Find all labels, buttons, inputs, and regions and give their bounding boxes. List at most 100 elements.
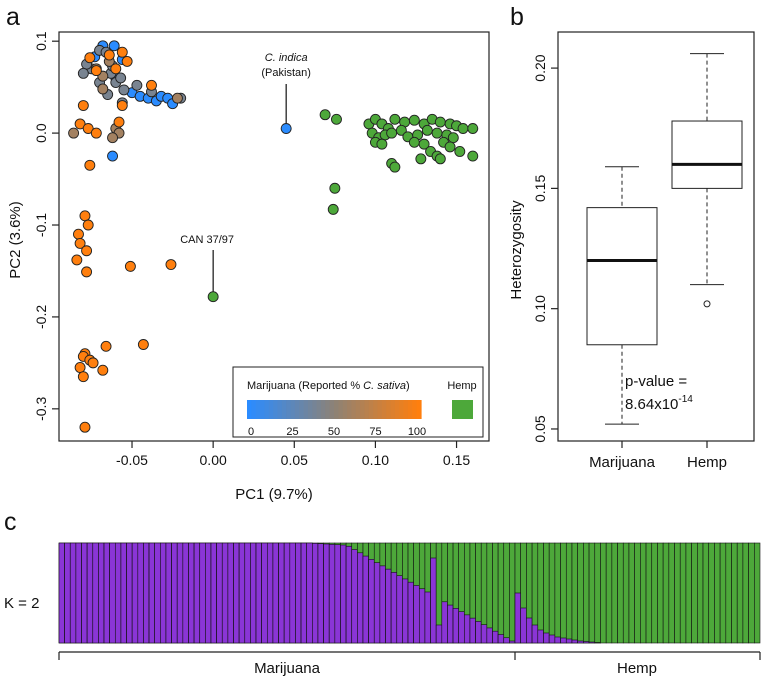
structure-bar-purple <box>458 611 465 644</box>
legend-hemp-swatch <box>452 400 473 419</box>
hemp-point <box>467 150 479 162</box>
hemp-point <box>447 132 459 144</box>
structure-bar-purple <box>514 592 521 644</box>
structure-bar-purple <box>137 542 144 644</box>
structure-bar-green <box>748 542 755 644</box>
structure-label-hemp: Hemp <box>617 660 657 677</box>
pca-x-tick-label: 0.15 <box>443 452 470 468</box>
structure-bar-purple <box>143 542 150 644</box>
structure-bar-green <box>617 542 624 644</box>
structure-bar-green <box>754 542 761 644</box>
hemp-point <box>408 114 420 126</box>
legend-gradient-step <box>399 400 405 419</box>
marijuana-point <box>84 52 96 64</box>
panel-letter-c: c <box>4 508 17 536</box>
hemp-point <box>319 109 331 121</box>
structure-bar-purple <box>537 629 544 644</box>
structure-bar-green <box>605 542 613 644</box>
structure-panel: K = 2 Marijuana Hemp <box>4 542 761 677</box>
pca-legend: Marijuana (Reported % C. sativa) Hemp 0 2… <box>232 366 484 438</box>
structure-bar-green <box>640 542 647 644</box>
legend-gradient-step <box>351 400 357 419</box>
hemp-point <box>431 127 443 139</box>
panel-letter-b: b <box>510 3 524 31</box>
structure-bar-purple <box>497 634 505 644</box>
structure-bar-purple <box>323 543 330 644</box>
legend-title: Marijuana (Reported % C. sativa) <box>247 380 410 392</box>
legend-gradient-step <box>347 400 352 419</box>
structure-bar-green <box>628 542 635 644</box>
pca-scatter-panel: -0.05 0.00 0.05 0.10 0.15 0.1 0.0 -0.1 -0.2 -0.3… <box>7 31 490 503</box>
marijuana-point <box>73 228 84 240</box>
structure-bar-green <box>714 542 721 644</box>
pca-plot-frame <box>58 31 490 442</box>
structure-bar-purple <box>176 542 184 644</box>
box-x-tick-label: Hemp <box>687 454 727 471</box>
legend-hemp-label: Hemp <box>447 380 476 392</box>
marijuana-point <box>100 340 112 352</box>
hemp-point <box>444 141 456 153</box>
marijuana-point <box>74 237 86 249</box>
structure-bar-purple <box>554 636 561 644</box>
marijuana-point <box>165 259 177 270</box>
legend-gradient-step <box>338 400 344 419</box>
marijuana-point <box>172 92 183 104</box>
marijuana-point <box>68 127 80 139</box>
box-outlier <box>703 300 711 308</box>
pca-x-tick-label: 0.00 <box>200 452 227 468</box>
structure-bar-green <box>651 542 658 644</box>
legend-gradient-step <box>247 400 252 419</box>
structure-bar-green <box>594 542 601 644</box>
pca-x-label: PC1 (9.7%) <box>235 486 313 503</box>
marijuana-point <box>121 55 133 67</box>
hemp-point <box>421 124 433 136</box>
structure-bar-purple <box>373 562 381 644</box>
structure-bar-purple <box>520 607 527 644</box>
marijuana-point <box>110 63 122 75</box>
legend-gradient-step <box>364 400 370 419</box>
structure-bar-purple <box>295 542 302 644</box>
structure-bar-purple <box>413 585 420 644</box>
structure-bar-green <box>731 542 738 644</box>
structure-bar-purple <box>571 639 578 644</box>
structure-bar-purple <box>396 575 403 644</box>
box-y-tick-label: 0.05 <box>532 415 548 442</box>
box-y-tick-label: 0.10 <box>532 295 548 322</box>
structure-bar-purple <box>64 542 71 644</box>
legend-tick-label: 100 <box>408 426 426 438</box>
marijuana-point <box>87 357 99 369</box>
structure-bar-purple <box>385 568 392 644</box>
structure-bar-purple <box>160 542 167 644</box>
structure-bar-purple <box>379 565 386 644</box>
structure-bar-green <box>719 542 727 644</box>
structure-bar-purple <box>165 542 172 644</box>
structure-bar-green <box>645 542 653 644</box>
legend-gradient-step <box>342 400 348 419</box>
structure-bar-green <box>634 542 641 644</box>
legend-gradient-step <box>368 400 374 419</box>
marijuana-point <box>107 150 118 162</box>
structure-bar-purple <box>475 621 482 644</box>
structure-bar-purple <box>565 638 573 644</box>
structure-bar-purple <box>216 542 223 644</box>
legend-gradient-step <box>264 400 270 419</box>
structure-bar-purple <box>435 624 443 644</box>
marijuana-point <box>79 421 91 433</box>
structure-bar-purple <box>464 614 471 644</box>
structure-bar-purple <box>312 543 319 644</box>
marijuana-point <box>280 123 292 134</box>
marijuana-point <box>115 72 127 84</box>
structure-bar-green <box>697 542 704 644</box>
legend-gradient-step <box>334 400 339 419</box>
legend-gradient-step <box>316 400 322 419</box>
pca-y-tick-label: 0.0 <box>33 123 49 143</box>
marijuana-point <box>77 100 89 111</box>
structure-bar-green <box>742 542 749 644</box>
structure-bar-purple <box>86 542 94 644</box>
legend-gradient-step <box>360 400 366 419</box>
structure-bar-green <box>543 542 550 644</box>
marijuana-point <box>124 260 136 272</box>
hemp-point <box>329 182 341 194</box>
structure-bar-purple <box>109 542 116 644</box>
